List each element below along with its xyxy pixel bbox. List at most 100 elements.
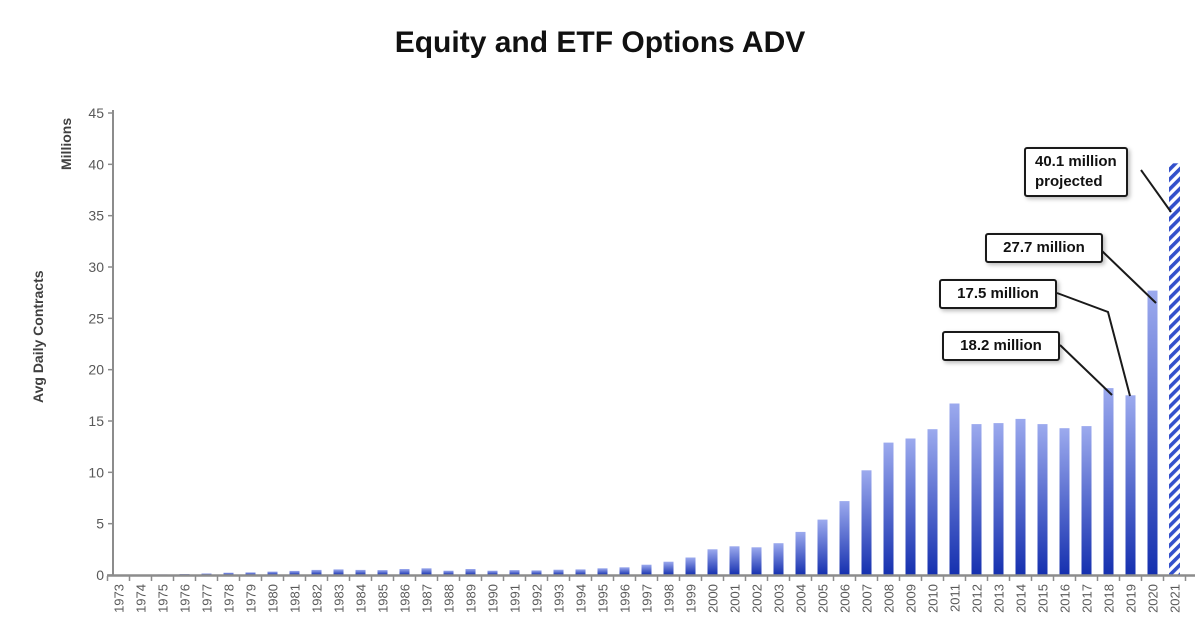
bar-2017 <box>1081 426 1092 575</box>
bar-1985 <box>377 570 388 575</box>
x-tick-label-1995: 1995 <box>596 584 611 613</box>
x-tick-label-2013: 2013 <box>992 584 1007 613</box>
y-tick-label: 15 <box>88 413 104 429</box>
x-tick-label-1987: 1987 <box>420 584 435 613</box>
bar-1983 <box>333 569 344 575</box>
x-tick-label-1984: 1984 <box>354 584 369 613</box>
x-tick-label-2020: 2020 <box>1146 584 1161 613</box>
bar-2001 <box>729 546 740 575</box>
bar-2007 <box>861 470 872 575</box>
y-tick-label: 25 <box>88 310 104 326</box>
annotation-projected-40-1-million: 40.1 million projected <box>1024 147 1128 197</box>
x-tick-label-2008: 2008 <box>882 584 897 613</box>
bar-2016 <box>1059 428 1070 575</box>
y-tick-label: 45 <box>88 105 104 121</box>
bar-projected-2021 <box>1169 163 1180 576</box>
x-tick-label-1974: 1974 <box>134 584 149 613</box>
bar-1992 <box>531 570 542 575</box>
annotation-leader-line <box>1056 292 1131 397</box>
annotation-text: 18.2 million <box>960 337 1042 354</box>
bar-2009 <box>905 438 916 575</box>
bar-1988 <box>443 570 454 575</box>
x-tick-label-2002: 2002 <box>750 584 765 613</box>
bar-2006 <box>839 501 850 575</box>
bar-2004 <box>795 531 806 575</box>
bar-1994 <box>575 569 586 575</box>
bar-2011 <box>949 403 960 575</box>
bar-1991 <box>509 570 520 575</box>
annotation-leader-line <box>1140 169 1172 213</box>
x-tick-label-1973: 1973 <box>112 584 127 613</box>
x-tick-label-2019: 2019 <box>1124 584 1139 613</box>
chart-title: Equity and ETF Options ADV <box>394 26 806 59</box>
x-tick-label-1981: 1981 <box>288 584 303 613</box>
bar-2000 <box>707 549 718 575</box>
bar-1990 <box>487 570 498 575</box>
bar-1981 <box>289 570 300 575</box>
bar-1996 <box>619 567 630 575</box>
y-tick-label: 20 <box>88 362 104 378</box>
x-tick-label-1980: 1980 <box>266 584 281 613</box>
bar-2014 <box>1015 418 1026 575</box>
x-tick-label-1985: 1985 <box>376 584 391 613</box>
y-tick-label: 5 <box>96 516 104 532</box>
bar-2013 <box>993 423 1004 575</box>
bar-1984 <box>355 569 366 575</box>
x-tick-label-2021: 2021 <box>1168 584 1183 613</box>
bar-2010 <box>927 429 938 575</box>
x-tick-label-1978: 1978 <box>222 584 237 613</box>
annotation-27-7-million: 27.7 million <box>985 233 1103 263</box>
x-tick-label-2015: 2015 <box>1036 584 1051 613</box>
x-tick-label-1993: 1993 <box>552 584 567 613</box>
x-tick-label-1976: 1976 <box>178 584 193 613</box>
bar-1980 <box>267 571 278 575</box>
bar-1998 <box>663 561 674 575</box>
bar-1979 <box>245 572 256 575</box>
bar-1987 <box>421 568 432 575</box>
x-tick-label-1983: 1983 <box>332 584 347 613</box>
bar-2005 <box>817 519 828 575</box>
bar-2002 <box>751 547 762 575</box>
x-tick-label-2001: 2001 <box>728 584 743 613</box>
annotation-18-2-million: 18.2 million <box>942 331 1060 361</box>
x-tick-label-2000: 2000 <box>706 584 721 613</box>
x-tick-label-1991: 1991 <box>508 584 523 613</box>
annotation-17-5-million: 17.5 million <box>939 279 1057 309</box>
x-tick-label-1979: 1979 <box>244 584 259 613</box>
y-tick-label: 10 <box>88 464 104 480</box>
x-tick-label-2005: 2005 <box>816 584 831 613</box>
bar-1989 <box>465 569 476 575</box>
annotation-leader-line <box>1101 250 1157 304</box>
x-tick-label-2006: 2006 <box>838 584 853 613</box>
annotation-text: 27.7 million <box>1003 239 1085 256</box>
x-tick-label-1996: 1996 <box>618 584 633 613</box>
x-tick-label-1994: 1994 <box>574 584 589 613</box>
x-tick-label-2003: 2003 <box>772 584 787 613</box>
x-tick-label-2017: 2017 <box>1080 584 1095 613</box>
x-tick-label-2011: 2011 <box>948 584 963 612</box>
bar-1986 <box>399 569 410 575</box>
annotation-text: projected <box>1035 172 1103 190</box>
x-tick-label-1977: 1977 <box>200 584 215 613</box>
bars-group <box>113 163 1180 576</box>
y-tick-label: 0 <box>96 567 104 583</box>
bar-2020 <box>1147 290 1158 575</box>
annotation-leader-line <box>1059 344 1113 396</box>
bar-1999 <box>685 557 696 575</box>
x-tick-label-2007: 2007 <box>860 584 875 613</box>
x-tick-label-1982: 1982 <box>310 584 325 613</box>
x-tick-label-1990: 1990 <box>486 584 501 613</box>
x-tick-label-2016: 2016 <box>1058 584 1073 613</box>
bar-2018 <box>1103 388 1114 575</box>
bar-1993 <box>553 569 564 575</box>
axes-group: 0 5 10 15 20 25 30 35 40 45 1973 1974 1975 1976 1977 19… <box>88 105 1195 613</box>
x-tick-label-1999: 1999 <box>684 584 699 613</box>
x-tick-label-2014: 2014 <box>1014 584 1029 613</box>
annotation-leader-lines <box>1056 169 1172 397</box>
x-tick-label-2010: 2010 <box>926 584 941 613</box>
bar-1982 <box>311 569 322 575</box>
x-tick-label-2004: 2004 <box>794 584 809 613</box>
x-tick-label-1975: 1975 <box>156 584 171 613</box>
